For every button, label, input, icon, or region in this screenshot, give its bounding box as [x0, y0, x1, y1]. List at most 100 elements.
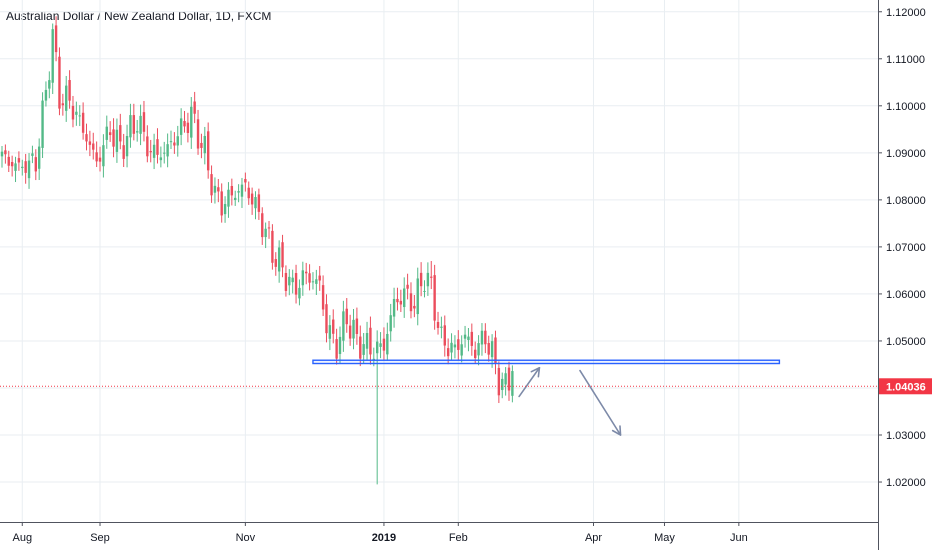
candle-body — [44, 89, 48, 101]
candle-body — [98, 157, 102, 162]
arrow-line — [518, 366, 541, 398]
candle-body — [237, 191, 240, 193]
candle-body — [318, 275, 321, 281]
candle-body — [450, 342, 453, 353]
candle-body — [494, 337, 497, 364]
candle-body — [203, 135, 206, 154]
price-tick-label: 1.07000 — [886, 242, 926, 254]
candle-body — [399, 300, 403, 305]
candle-body — [159, 157, 163, 161]
candle-body — [34, 157, 37, 172]
candle-body — [71, 105, 75, 120]
candle-body — [31, 153, 34, 156]
candle-body — [14, 163, 17, 171]
candle-body — [156, 139, 159, 155]
candle-body — [21, 166, 24, 169]
candle-body — [298, 287, 301, 299]
candle-body — [119, 125, 122, 142]
time-tick-label: Feb — [449, 532, 468, 544]
candle-body — [294, 273, 298, 295]
candle-body — [474, 349, 477, 359]
candle-body — [186, 122, 190, 133]
candle-body — [227, 189, 230, 207]
price-tick-label: 1.08000 — [886, 195, 926, 207]
candle-body — [210, 174, 213, 196]
chart-title: Australian Dollar / New Zealand Dollar, … — [6, 9, 272, 23]
candle-body — [352, 319, 355, 339]
candle-body — [396, 298, 399, 303]
candle-body — [122, 145, 125, 159]
support-zone — [312, 359, 781, 365]
time-tick-label: 2019 — [372, 532, 396, 544]
arrow-down — [611, 425, 622, 436]
time-tick-label: Apr — [585, 532, 602, 544]
candle-body — [142, 112, 146, 132]
candle-body — [173, 142, 176, 146]
candle-body — [136, 131, 139, 133]
candle-body — [149, 151, 152, 153]
candle-body — [196, 119, 200, 149]
candle-body — [487, 342, 490, 355]
candle-body — [234, 197, 237, 201]
candle-body — [183, 121, 186, 127]
candle-body — [440, 326, 443, 328]
candle-body — [169, 141, 173, 143]
candle-body — [176, 136, 179, 146]
candle-body — [152, 144, 156, 158]
candle-body — [284, 272, 288, 291]
candle-body — [419, 272, 423, 287]
candle-body — [78, 115, 81, 117]
candle-body — [250, 193, 254, 205]
candle-body — [501, 378, 504, 391]
candle-body — [291, 277, 294, 283]
candle-body — [335, 339, 338, 359]
candle-body — [220, 191, 223, 216]
candle-body — [423, 290, 426, 292]
arrow-line — [579, 369, 622, 436]
candle-body — [406, 284, 409, 289]
candle-body — [403, 288, 406, 308]
candle-body — [163, 152, 166, 154]
candle-body — [129, 115, 132, 138]
candle-body — [413, 305, 416, 309]
candle-body — [254, 197, 257, 209]
candle-body — [386, 333, 389, 355]
candle-body — [507, 367, 511, 391]
time-tick-label: Sep — [90, 532, 110, 544]
candle-body — [102, 145, 105, 167]
candle-body — [362, 344, 365, 355]
candle-body — [484, 330, 487, 345]
candle-body — [305, 271, 308, 274]
candle-body — [490, 341, 494, 358]
candle-body — [166, 144, 169, 157]
current-price-label: 1.04036 — [886, 381, 926, 393]
candle-body — [0, 151, 4, 157]
candle-body — [463, 334, 467, 339]
price-tick-label: 1.12000 — [886, 7, 926, 19]
candle-body — [379, 343, 382, 347]
candle-body — [355, 318, 359, 334]
candle-body — [132, 115, 136, 134]
candle-body — [342, 311, 345, 341]
candle-body — [213, 185, 217, 193]
candle-body — [480, 330, 484, 345]
candle-body — [332, 319, 335, 334]
candle-body — [95, 152, 98, 162]
candle-body — [223, 204, 227, 215]
time-tick-label: Nov — [236, 532, 256, 544]
price-tick-label: 1.09000 — [886, 148, 926, 160]
arrow-up — [530, 366, 541, 378]
candle-body — [108, 132, 112, 136]
candle-body — [48, 80, 51, 89]
candle-body — [389, 315, 392, 332]
candle-body — [470, 331, 474, 346]
candle-body — [372, 358, 375, 361]
grid-lines — [0, 0, 878, 522]
candle-body — [409, 293, 413, 312]
candle-body — [125, 136, 129, 157]
price-tick-label: 1.05000 — [886, 336, 926, 348]
candle-body — [281, 242, 284, 268]
candle-body — [146, 136, 149, 157]
candle-body — [443, 325, 446, 346]
